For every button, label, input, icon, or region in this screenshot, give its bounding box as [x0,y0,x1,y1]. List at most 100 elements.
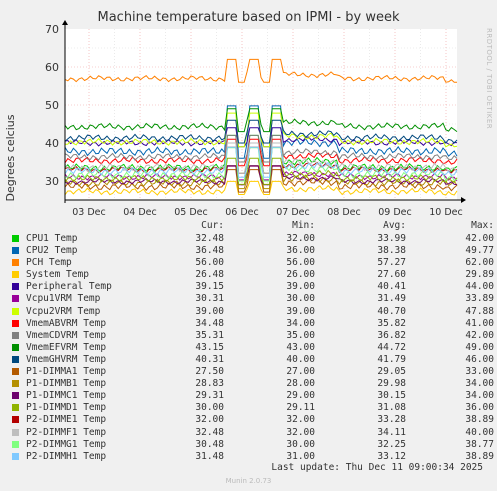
legend-cur-value: 34.48 [195,317,224,329]
y-tick-label: 50 [45,99,59,112]
legend-series-name: Vcpu1VRM Temp [26,293,101,305]
legend-swatch [12,247,19,255]
legend-max-value: 42.00 [465,233,494,244]
legend-min-value: 26.00 [286,269,315,281]
series-line [64,157,458,185]
legend-max-value: 49.00 [465,341,494,353]
legend-max-value: 46.00 [465,353,494,365]
legend-avg-value: 36.82 [377,329,406,341]
legend-series-name: PCH Temp [26,257,72,269]
legend-swatch [12,271,19,279]
series-line [64,134,458,163]
series-line [64,142,458,174]
legend-min-value: 29.11 [286,402,315,414]
legend-cur-value: 30.31 [195,293,224,305]
legend-avg-value: 35.82 [377,317,406,329]
legend-min-value: 56.00 [286,257,315,269]
legend-avg-value: 33.12 [377,450,406,462]
legend-min-value: 31.00 [286,450,315,462]
rrdtool-credit: RRDTOOL / TOBI OETIKER [485,28,493,130]
x-tick-label: 03 Dec [72,207,106,215]
legend-min-value: 28.00 [286,378,315,390]
legend-series-name: CPU2 Temp [26,245,78,257]
legend-header-min: Min: [292,220,315,231]
legend-cur-value: 30.00 [195,402,224,414]
legend-max-value: 49.77 [465,245,494,257]
legend-max-value: 44.00 [465,281,494,293]
series-line [64,112,458,148]
x-tick-label: 04 Dec [123,207,157,215]
legend-series-name: P1-DIMMC1 Temp [26,390,107,402]
legend-max-value: 34.00 [465,378,494,390]
legend-avg-value: 57.27 [377,257,406,269]
legend-swatch [12,259,19,267]
legend-cur-value: 26.48 [195,269,224,281]
legend-swatch [12,452,19,460]
legend-series-name: P2-DIMME1 Temp [26,414,107,426]
legend-cur-value: 30.48 [195,438,224,450]
legend-max-value: 29.89 [465,269,494,281]
legend-min-value: 32.00 [286,426,315,438]
legend-max-value: 40.00 [465,426,494,438]
series-line [64,165,458,186]
legend-series-name: P1-DIMMD1 Temp [26,402,107,414]
legend-avg-value: 29.98 [377,378,406,390]
legend-series-name: VmemCDVRM Temp [26,329,107,341]
y-tick-label: 30 [45,175,59,188]
legend-swatch [12,331,19,339]
legend-cur-value: 29.31 [195,390,224,402]
legend-swatch [12,428,19,436]
legend-swatch [12,235,19,242]
legend-swatch [12,343,19,351]
legend-max-value: 36.00 [465,402,494,414]
legend-min-value: 43.00 [286,341,315,353]
legend-avg-value: 31.49 [377,293,406,305]
x-tick-label: 09 Dec [378,207,412,215]
legend-series-name: System Temp [26,269,89,281]
series-line [64,147,458,182]
legend-cur-value: 31.48 [195,450,224,462]
x-axis-arrow [461,197,466,203]
series-line [64,180,458,196]
legend-min-value: 27.00 [286,366,315,378]
y-axis-arrow [62,20,68,25]
legend-cur-value: 32.48 [195,426,224,438]
legend-min-value: 34.00 [286,317,315,329]
legend-cur-value: 56.00 [195,257,224,269]
legend-cur-value: 40.31 [195,353,224,365]
legend-swatch [12,392,19,400]
legend-swatch [12,283,19,291]
legend-swatch [12,416,19,424]
legend-min-value: 40.00 [286,353,315,365]
legend-min-value: 30.00 [286,438,315,450]
legend-header-max: Max: [471,220,494,231]
legend-avg-value: 29.05 [377,366,406,378]
x-tick-label: 06 Dec [225,207,259,215]
legend-avg-value: 33.99 [377,233,406,244]
legend-avg-value: 30.15 [377,390,406,402]
chart-title: Machine temperature based on IPMI - by w… [97,10,400,25]
legend-max-value: 38.77 [465,438,494,450]
legend-max-value: 33.89 [465,293,494,305]
legend-swatch [12,355,19,363]
legend-min-value: 29.00 [286,390,315,402]
legend-series-name: Peripheral Temp [26,281,112,293]
legend-cur-value: 32.00 [195,414,224,426]
legend-swatch [12,368,19,376]
series-line [64,138,458,167]
legend-avg-value: 44.72 [377,341,406,353]
legend-min-value: 39.00 [286,281,315,293]
legend-series-name: CPU1 Temp [26,233,78,244]
legend-header-avg: Avg: [383,220,406,231]
legend-series-name: P1-DIMMB1 Temp [26,378,107,390]
legend-avg-value: 34.11 [377,426,406,438]
legend-cur-value: 35.31 [195,329,224,341]
legend-max-value: 38.89 [465,414,494,426]
legend-cur-value: 32.48 [195,233,224,244]
legend-swatch [12,380,19,388]
last-update: Last update: Thu Dec 11 09:00:34 2025 [271,462,483,473]
legend-header-cur: Cur: [201,220,224,231]
legend-max-value: 38.89 [465,450,494,462]
legend-cur-value: 36.48 [195,245,224,257]
legend-series-name: P1-DIMMA1 Temp [26,366,107,378]
